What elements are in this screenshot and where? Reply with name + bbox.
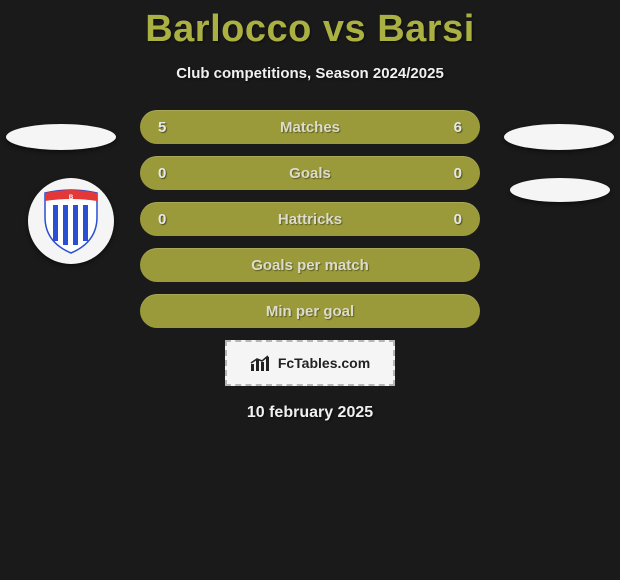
brand-logo[interactable]: FcTables.com — [225, 340, 395, 386]
stat-left-value: 0 — [158, 165, 178, 182]
brand-text: FcTables.com — [278, 355, 370, 371]
stat-right-value: 6 — [442, 119, 462, 136]
stat-right-value: 0 — [442, 211, 462, 228]
stat-label: Goals — [289, 165, 331, 182]
bar-chart-icon — [250, 354, 272, 372]
stat-label: Matches — [280, 119, 340, 136]
stat-label: Min per goal — [266, 303, 354, 320]
stat-left-value: 5 — [158, 119, 178, 136]
stat-row-mpg: Min per goal — [140, 294, 480, 328]
page-title: Barlocco vs Barsi — [0, 0, 620, 51]
stats-container: 5 Matches 6 0 Goals 0 0 Hattricks 0 Goal… — [0, 110, 620, 328]
stat-row-matches: 5 Matches 6 — [140, 110, 480, 144]
stat-row-hattricks: 0 Hattricks 0 — [140, 202, 480, 236]
stat-label: Goals per match — [251, 257, 369, 274]
stat-row-goals: 0 Goals 0 — [140, 156, 480, 190]
stat-row-gpm: Goals per match — [140, 248, 480, 282]
stat-left-value: 0 — [158, 211, 178, 228]
stat-right-value: 0 — [442, 165, 462, 182]
subtitle: Club competitions, Season 2024/2025 — [0, 65, 620, 82]
date-label: 10 february 2025 — [0, 404, 620, 422]
stat-label: Hattricks — [278, 211, 342, 228]
